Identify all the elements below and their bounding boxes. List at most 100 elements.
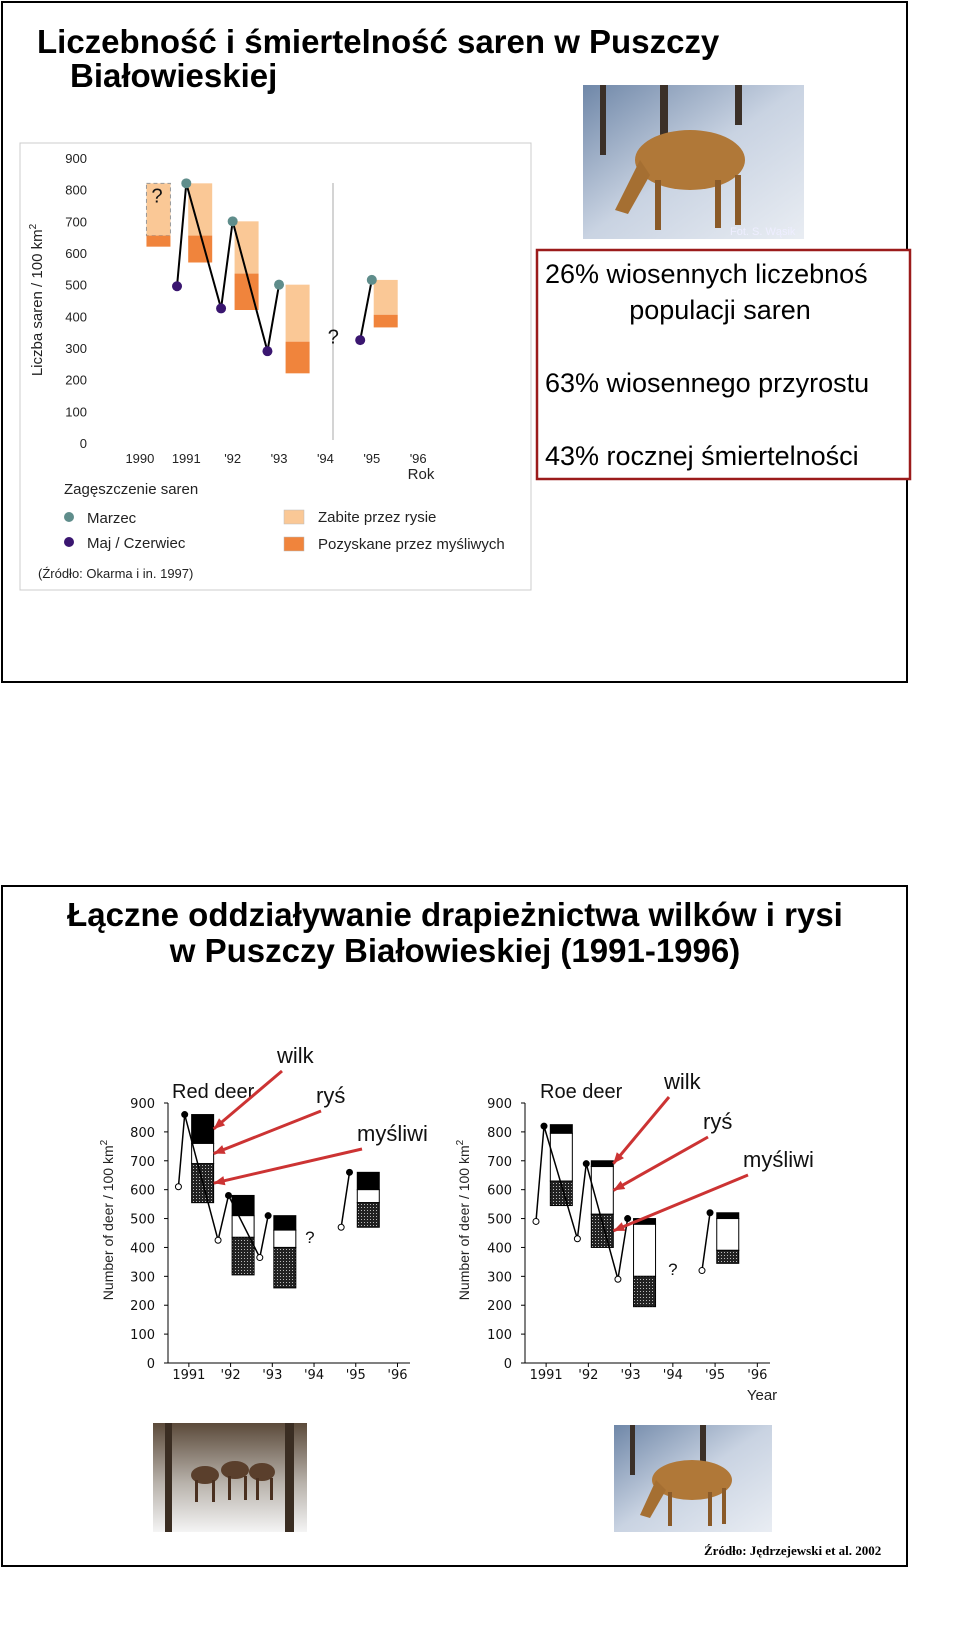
point xyxy=(614,1275,622,1283)
point xyxy=(216,303,227,314)
y-tick-label: 200 xyxy=(487,1299,512,1314)
point xyxy=(346,1168,353,1176)
photo: Fot. S. Wąsik xyxy=(583,85,804,239)
arrow xyxy=(612,1173,749,1233)
y-tick-label: 800 xyxy=(65,183,87,198)
x-axis-label: Rok xyxy=(408,466,435,483)
series-label: myśliwi xyxy=(743,1147,814,1172)
x-tick-label: '93 xyxy=(262,1368,282,1383)
annotation: ? xyxy=(668,1260,677,1279)
bar-segment xyxy=(191,1114,215,1144)
connector-line xyxy=(176,183,281,352)
y-tick-label: 100 xyxy=(65,404,87,419)
point xyxy=(355,335,366,346)
bar-segment xyxy=(716,1249,740,1264)
x-tick-label: '93 xyxy=(621,1368,641,1383)
bar-segment xyxy=(549,1124,573,1134)
source: (Źródło: Okarma i in. 1997) xyxy=(38,566,193,581)
bar-segment xyxy=(188,235,213,263)
point xyxy=(214,1236,222,1244)
bar-segment xyxy=(273,1215,297,1231)
y-tick-label: 0 xyxy=(147,1357,155,1372)
point xyxy=(172,281,183,292)
y-axis-label-sup: 2 xyxy=(455,1139,466,1145)
arrow-head xyxy=(613,1152,624,1164)
legend-title: Zagęszczenie saren xyxy=(64,481,198,498)
y-tick-label: 100 xyxy=(487,1328,512,1343)
x-tick-label: '96 xyxy=(387,1368,407,1383)
y-tick-label: 700 xyxy=(65,214,87,229)
y-tick-label: 600 xyxy=(130,1184,155,1199)
legend-label: Pozyskane przez myśliwych xyxy=(318,536,505,553)
point xyxy=(337,1223,345,1231)
point xyxy=(698,1267,706,1275)
arrow xyxy=(213,1147,363,1185)
x-tick-label: '94 xyxy=(663,1368,683,1383)
point xyxy=(262,346,273,357)
photo xyxy=(153,1423,307,1532)
x-tick-label: '94 xyxy=(317,451,334,466)
y-tick-label: 600 xyxy=(487,1184,512,1199)
bar-segment xyxy=(590,1166,614,1215)
y-axis-label-sup: 2 xyxy=(28,223,39,229)
y-tick-label: 800 xyxy=(130,1126,155,1141)
chart: 0 100 200 300 400 500 600 700 800 900 1991 '92 '93 '9… xyxy=(455,1069,814,1404)
y-tick-label: 500 xyxy=(130,1213,155,1228)
y-tick-label: 500 xyxy=(65,278,87,293)
y-tick-label: 700 xyxy=(487,1155,512,1170)
photo xyxy=(614,1425,772,1532)
x-tick-label: '96 xyxy=(747,1368,767,1383)
fact: 43% rocznej śmiertelności xyxy=(545,441,859,471)
bar-segment xyxy=(188,183,213,236)
series-label: ryś xyxy=(703,1109,732,1134)
series-label: wilk xyxy=(276,1043,315,1068)
x-tick-label: '92 xyxy=(578,1368,598,1383)
point xyxy=(181,178,192,189)
bar-segment xyxy=(356,1171,380,1191)
y-axis-label: Liczba saren / 100 km2 xyxy=(28,223,46,376)
point xyxy=(227,216,238,227)
x-tick-label: '95 xyxy=(705,1368,725,1383)
x-tick-label: '95 xyxy=(346,1368,366,1383)
connector-line xyxy=(359,279,373,341)
bar-segment xyxy=(146,235,171,247)
bar-segment xyxy=(716,1218,740,1251)
chart: 0 100 200 300 400 500 600 700 800 900 1990 1991 '92 '… xyxy=(28,151,505,553)
y-tick-label: 400 xyxy=(487,1241,512,1256)
arrow-head xyxy=(613,1180,626,1191)
bar-segment xyxy=(549,1180,573,1207)
slide-title: w Puszczy Białowieskiej (1991-1996) xyxy=(169,932,740,969)
y-tick-label: 300 xyxy=(65,341,87,356)
y-tick-label: 900 xyxy=(65,151,87,166)
arrow-head xyxy=(613,1222,626,1231)
chart: 0 100 200 300 400 500 600 700 800 900 1991 '92 '93 '9… xyxy=(99,1043,428,1383)
annotation: ? xyxy=(328,326,339,348)
legend-label: Zabite przez rysie xyxy=(318,509,436,526)
fact: populacji saren xyxy=(629,295,811,325)
x-tick-label: '92 xyxy=(224,451,241,466)
x-tick-label: '92 xyxy=(221,1368,241,1383)
point xyxy=(582,1160,590,1168)
arrow xyxy=(612,1096,671,1165)
y-axis-label: Number of deer / 100 km2 xyxy=(455,1139,472,1300)
legend-marker xyxy=(283,536,305,552)
connector-line xyxy=(535,1125,629,1280)
x-axis-label: Year xyxy=(747,1387,777,1404)
y-axis-label-text: Number of deer / 100 km xyxy=(456,1145,472,1300)
chart-title: Red deer xyxy=(172,1081,255,1103)
bar-segment xyxy=(285,341,310,374)
y-axis-label: Number of deer / 100 km2 xyxy=(99,1139,116,1300)
connector-line xyxy=(177,1114,269,1260)
y-tick-label: 0 xyxy=(80,436,87,451)
bar-segment xyxy=(285,284,310,342)
fact: 63% wiosennego przyrostu xyxy=(545,368,869,398)
chart-title: Roe deer xyxy=(540,1081,623,1103)
bar-segment xyxy=(273,1246,297,1289)
legend-label: Marzec xyxy=(87,510,137,527)
slide-title: Łączne oddziaływanie drapieżnictwa wilkó… xyxy=(67,896,843,933)
y-axis-label-text: Number of deer / 100 km xyxy=(100,1145,116,1300)
arrow-head xyxy=(213,1176,226,1186)
y-tick-label: 900 xyxy=(130,1097,155,1112)
y-tick-label: 400 xyxy=(130,1241,155,1256)
legend-marker xyxy=(64,512,74,522)
